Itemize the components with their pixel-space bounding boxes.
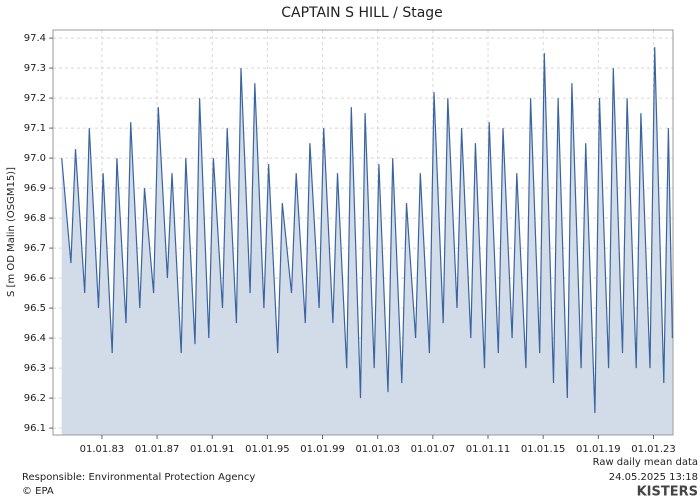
y-tick-label: 96.6 <box>24 273 46 284</box>
y-tick-label: 96.5 <box>24 303 46 314</box>
timestamp: 24.05.2025 13:18 <box>609 472 698 483</box>
x-tick-label: 01.01.23 <box>631 444 676 455</box>
x-tick-label: 01.01.19 <box>576 444 621 455</box>
copyright: © EPA <box>22 486 54 497</box>
area <box>61 47 673 435</box>
brand: KISTERS <box>637 485 698 500</box>
x-tick-label: 01.01.99 <box>300 444 345 455</box>
y-tick-label: 96.9 <box>24 183 46 194</box>
y-tick-label: 96.8 <box>24 213 46 224</box>
responsible: Responsible: Environmental Protection Ag… <box>22 472 255 483</box>
line <box>61 47 673 414</box>
y-tick-label: 96.3 <box>24 363 46 374</box>
y-axis-label: S [m OD Malin (OSGM15)] <box>6 167 17 297</box>
note: Raw daily mean data <box>593 457 698 468</box>
x-tick-label: 01.01.91 <box>190 444 235 455</box>
x-tick-label: 01.01.83 <box>80 444 125 455</box>
y-tick-label: 96.2 <box>24 393 46 404</box>
y-tick-label: 96.1 <box>24 423 46 434</box>
chart-title: CAPTAIN S HILL / Stage <box>281 5 443 21</box>
y-tick-label: 97.1 <box>24 123 46 134</box>
x-tick-label: 01.01.95 <box>245 444 290 455</box>
x-tick-label: 01.01.03 <box>355 444 400 455</box>
y-tick-label: 97.3 <box>24 63 46 74</box>
y-tick-label: 96.4 <box>24 333 46 344</box>
y-tick-label: 97.2 <box>24 93 46 104</box>
y-tick-label: 97.4 <box>24 33 46 44</box>
x-tick-label: 01.01.11 <box>466 444 511 455</box>
y-tick-label: 96.7 <box>24 243 46 254</box>
x-tick-label: 01.01.07 <box>411 444 456 455</box>
x-tick-label: 01.01.15 <box>521 444 566 455</box>
y-tick-label: 97.0 <box>24 153 46 164</box>
plot-frame <box>52 29 674 436</box>
x-tick-label: 01.01.87 <box>135 444 180 455</box>
